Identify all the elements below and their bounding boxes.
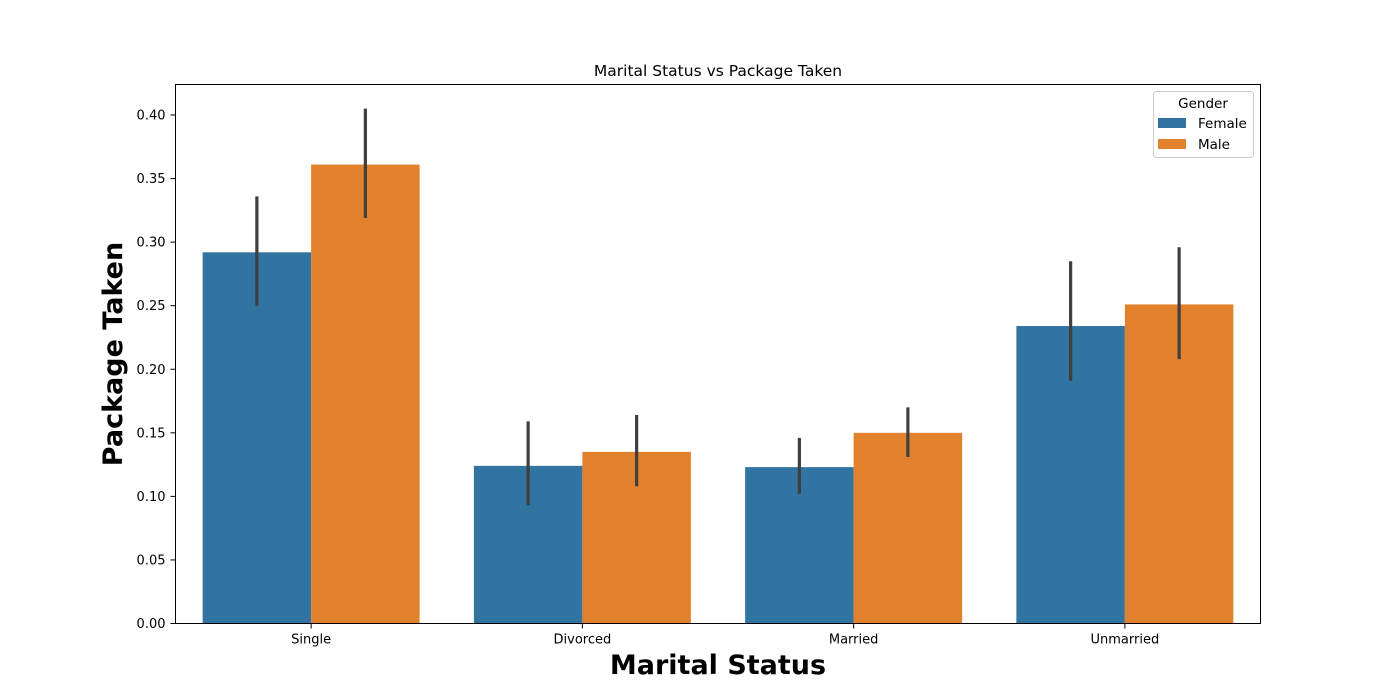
- x-tick-label: Divorced: [554, 633, 612, 648]
- x-tick-label: Single: [291, 633, 331, 648]
- y-tick-label: 0.15: [137, 426, 166, 441]
- y-tick-label: 0.35: [137, 172, 166, 187]
- chart-title: Marital Status vs Package Taken: [594, 62, 842, 80]
- y-tick-label: 0.25: [137, 299, 166, 314]
- y-tick-label: 0.10: [137, 490, 166, 505]
- x-tick-label: Married: [829, 633, 879, 648]
- x-axis-title: Marital Status: [610, 650, 826, 681]
- x-axis: Single Divorced Married Unmarried: [291, 623, 1160, 648]
- y-tick-label: 0.30: [137, 236, 166, 251]
- legend-label-male: Male: [1198, 137, 1230, 153]
- bar-male-single: [311, 164, 420, 624]
- bar-female-single: [202, 252, 312, 624]
- y-tick-label: 0.05: [137, 553, 166, 568]
- plot-area-frame: [175, 84, 1261, 624]
- legend-swatch-male: [1158, 139, 1186, 149]
- error-bars-layer: [255, 108, 1181, 506]
- y-tick-label: 0.20: [137, 363, 166, 378]
- legend-swatch-female: [1158, 118, 1186, 128]
- legend: Gender Female Male: [1153, 91, 1254, 158]
- legend-label-female: Female: [1198, 116, 1247, 132]
- y-axis-title: Package Taken: [98, 242, 129, 466]
- bar-male-married: [853, 432, 963, 624]
- x-tick-label: Unmarried: [1091, 633, 1160, 648]
- y-axis: 0.00 0.05 0.10 0.15 0.20 0.25 0.30 0.35 0.40: [137, 109, 176, 632]
- y-tick-label: 0.40: [137, 109, 166, 124]
- bars-layer: [202, 164, 1234, 624]
- legend-title: Gender: [1178, 96, 1228, 112]
- y-tick-label: 0.00: [137, 617, 166, 632]
